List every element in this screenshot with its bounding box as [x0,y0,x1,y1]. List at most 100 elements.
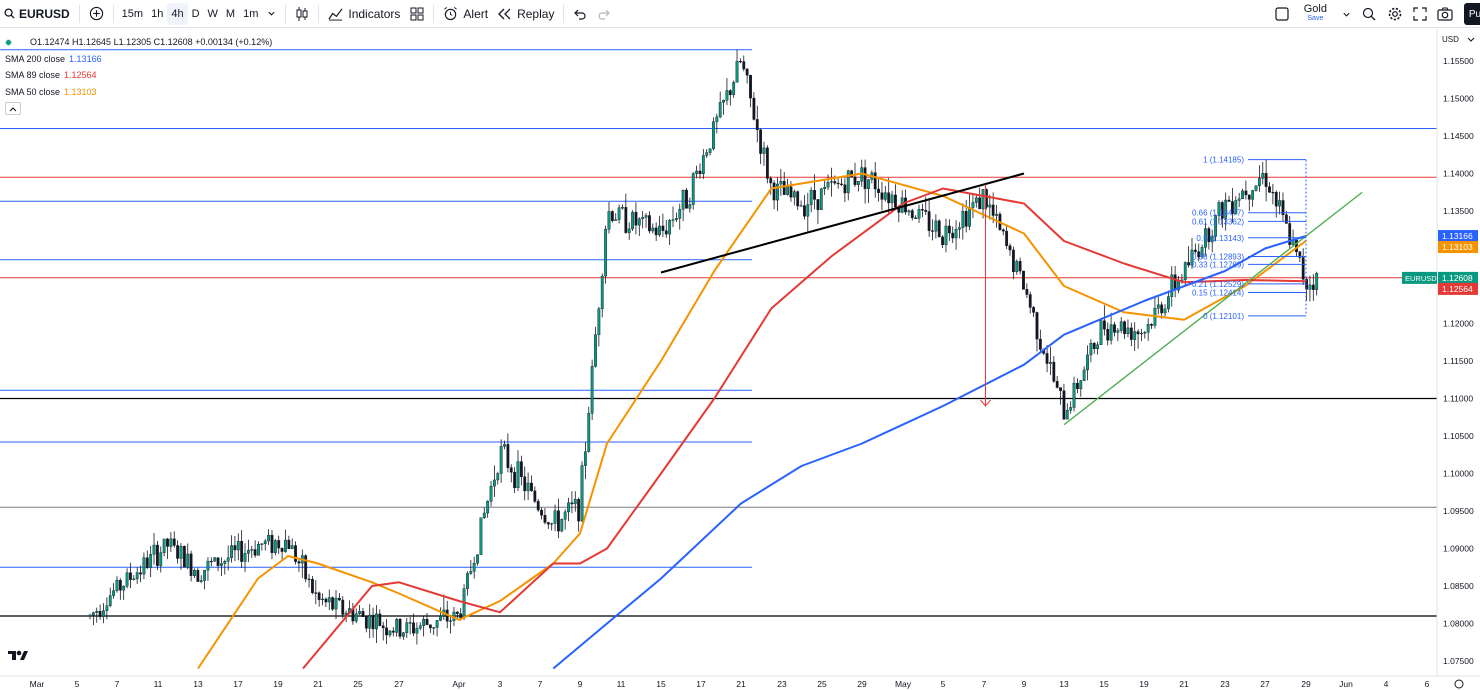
candle-body [1271,191,1275,194]
candle-body [516,461,520,489]
interval-1h[interactable]: 1h [151,7,164,20]
candles-icon [296,6,308,21]
indicator-label: SMA 89 close [5,70,61,80]
candle-body [974,197,978,203]
candle-body [1045,353,1049,364]
candle [1220,200,1224,228]
candle [361,608,365,617]
compare-button[interactable] [84,0,109,28]
candle [752,92,756,121]
candle-body [1113,324,1116,333]
settings-button[interactable] [1382,0,1408,28]
candle-body [1308,284,1312,290]
grid-icon [410,7,424,20]
layout-dropdown[interactable] [1337,0,1356,28]
redo-button[interactable] [592,0,616,28]
redo-icon [598,9,611,20]
candle-body [873,172,877,190]
indicator-sma89[interactable]: SMA 89 close 1.12564 [5,67,272,84]
publish-button[interactable]: Pu [1464,3,1480,25]
interval-1m[interactable]: 1m [243,7,259,20]
chart-type-button[interactable] [290,0,314,28]
candle [560,518,564,533]
candle [1096,341,1100,355]
candle [830,167,833,197]
candle [648,211,651,234]
candle [937,219,941,238]
candle-body [1207,228,1211,243]
candle [634,202,638,235]
candle [617,204,621,224]
indicators-button[interactable]: Indicators [323,0,405,28]
candle [964,199,968,233]
layout-name[interactable]: Gold Save [1294,4,1337,24]
quick-search-button[interactable] [1356,0,1382,28]
candle [668,218,672,245]
indicator-sma50[interactable]: SMA 50 close 1.13103 [5,84,272,101]
candle [425,612,429,626]
interval-m[interactable]: M [225,7,236,20]
candle [428,624,432,633]
candle-body [1062,390,1066,420]
candle [570,491,574,514]
candle-body [887,192,891,204]
candle-body [1076,382,1079,390]
price-label: 1.13103 [1442,242,1473,252]
candle [172,531,176,548]
candle-body [624,207,628,233]
price-tick-label: 1.15500 [1443,56,1474,66]
candle-body [604,229,608,277]
candle-body [334,597,338,610]
price-label-bg [1438,271,1478,284]
time-axis-bg [0,676,1480,690]
alert-button[interactable]: Alert [438,0,493,28]
candle-body [749,74,752,99]
candle-body [1069,407,1073,411]
legend-collapse-button[interactable] [5,102,21,115]
candle [968,194,971,231]
candle-body [1183,262,1187,281]
candle-body [142,557,146,575]
candle-body [415,628,419,634]
interval-4h[interactable]: 4h [167,2,188,25]
candle [442,594,446,620]
candle [476,554,479,566]
candle [712,117,715,151]
candle-body [152,544,156,555]
candle [1008,243,1012,256]
interval-15m[interactable]: 15m [121,7,144,20]
interval-w[interactable]: W [207,7,218,20]
candle [1025,283,1029,298]
candle-body [307,578,311,580]
candle-body [135,572,139,580]
candle-body [1261,173,1265,179]
indicator-sma200[interactable]: SMA 200 close 1.13166 [5,51,272,68]
candle [1311,274,1315,301]
candle [1173,266,1177,298]
fullscreen-button[interactable] [1408,0,1432,28]
price-chart[interactable]: 1 (1.14185) 0.66 (1.13477)0.61 (1.13362) 0… [0,29,1480,690]
fullscreen-layout-button[interactable] [1270,0,1294,28]
interval-dropdown[interactable] [262,0,281,28]
candle [920,203,924,218]
snapshot-button[interactable] [1432,0,1458,28]
candle-body [1224,199,1228,219]
candle [1069,401,1073,414]
candle [1278,191,1282,215]
replay-button[interactable]: Replay [493,0,559,28]
alert-label: Alert [463,6,489,21]
interval-d[interactable]: D [191,7,200,20]
sma-89-line [302,187,1307,670]
candle [695,165,699,179]
candle-body [1170,274,1174,297]
undo-button[interactable] [568,0,592,28]
time-tick-label: 5 [75,679,80,689]
candle [351,602,355,625]
candle [674,212,678,222]
candle [1288,215,1292,249]
symbol-search[interactable]: EURUSD [0,0,75,28]
candle-body [995,213,998,216]
candle-body [1315,273,1319,290]
time-tick-label: 21 [1179,679,1189,689]
templates-button[interactable] [405,0,429,28]
